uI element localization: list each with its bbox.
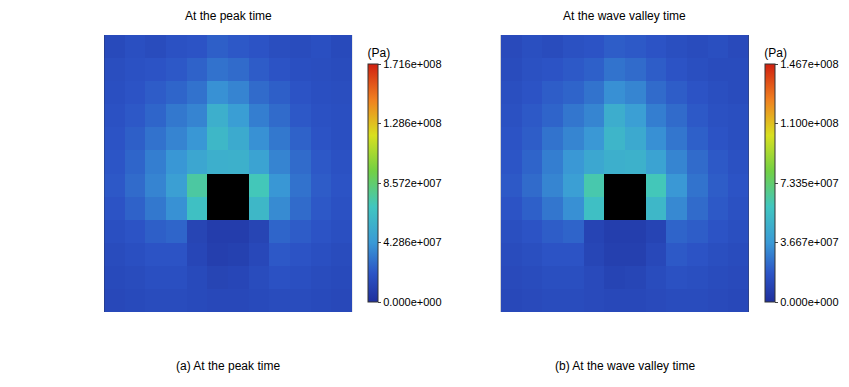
svg-text:At the wave valley time: At the wave valley time [563, 9, 686, 23]
svg-text:1.716e+008: 1.716e+008 [383, 58, 441, 70]
svg-text:At the peak time: At the peak time [185, 9, 272, 23]
svg-text:(a) At the peak time: (a) At the peak time [176, 359, 280, 373]
svg-text:1.467e+008: 1.467e+008 [780, 58, 838, 70]
svg-text:3.667e+007: 3.667e+007 [780, 236, 838, 248]
svg-text:(Pa): (Pa) [764, 46, 787, 60]
svg-text:(Pa): (Pa) [368, 46, 391, 60]
svg-text:1.286e+008: 1.286e+008 [383, 117, 441, 129]
svg-text:4.286e+007: 4.286e+007 [383, 236, 441, 248]
svg-text:0.000e+000: 0.000e+000 [383, 296, 441, 308]
svg-text:(b) At the wave valley time: (b) At the wave valley time [555, 359, 695, 373]
svg-text:8.572e+007: 8.572e+007 [383, 177, 441, 189]
svg-text:0.000e+000: 0.000e+000 [780, 296, 838, 308]
svg-text:1.100e+008: 1.100e+008 [780, 117, 838, 129]
svg-text:7.335e+007: 7.335e+007 [780, 177, 838, 189]
